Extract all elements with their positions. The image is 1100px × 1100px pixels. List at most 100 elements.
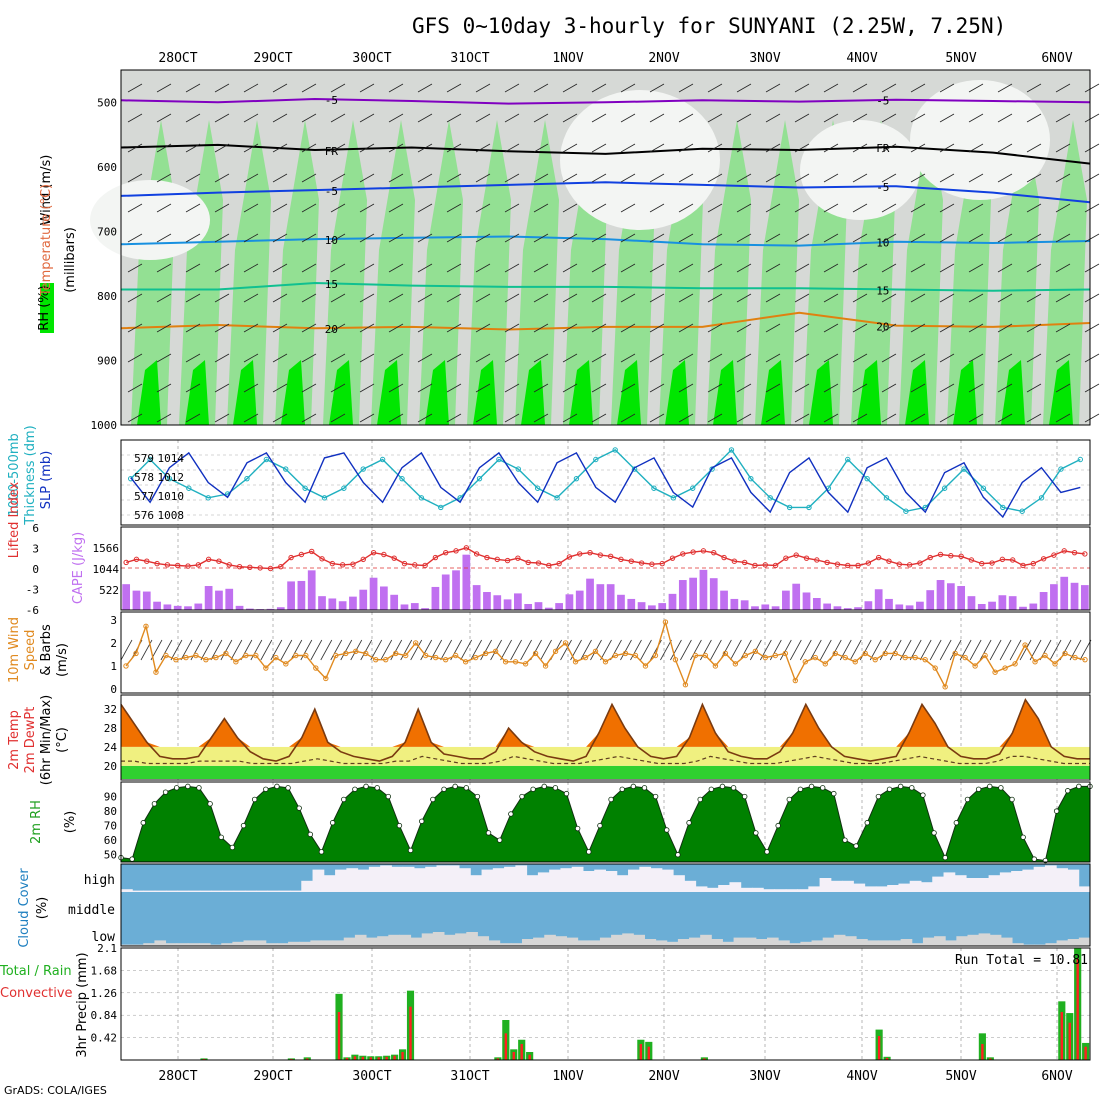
cape-bar [297,580,306,610]
cape-bar [431,586,440,610]
cloud-cover-cell [684,880,697,892]
wind-speed-point [612,652,619,659]
temperature-contour [120,97,1091,105]
lifted-index-point [752,562,758,569]
wind-barb [446,413,462,423]
wind-barb [562,233,578,243]
lifted-index-point [731,558,738,564]
cape-bar [1060,576,1069,610]
cape-bar [441,574,450,610]
wind-barb [794,263,810,273]
wind-speed-point [343,650,349,657]
cloud-cover-cell [199,890,212,892]
wind-barb [320,639,333,661]
cloud-cover-cell [335,869,347,892]
wind-barb [1084,353,1100,363]
cape-bar [338,601,347,610]
lifted-index-point [298,551,305,558]
wind-barb [889,639,902,661]
lifted-index-point [463,545,470,551]
axis-tick-label: 3 [32,543,39,556]
cape-bar [359,589,368,610]
wind-barb [475,293,491,303]
wind-barb [620,293,636,303]
bottom-date-label: 31OCT [450,1069,489,1084]
wind-barb [1026,353,1042,363]
cloud-cover-cell [481,869,494,892]
lifted-index-point [195,562,202,568]
wind-barb [1055,203,1071,213]
cape-bar [823,603,831,610]
wind-speed-point [992,669,998,675]
wind-speed-point [123,663,129,669]
cape-bar [926,590,935,610]
cape-bar [1019,606,1027,610]
wind-speed-point [323,675,329,682]
wind-barb [243,323,259,333]
cloud-cover-cell [1045,943,1058,946]
cloud-cover-cell [844,936,857,946]
wind-barb [280,639,293,661]
rh-point [775,822,781,829]
wind-barb [446,263,462,273]
rh-point [140,820,146,826]
wind-speed-point [982,652,988,659]
wind-barb [540,639,552,661]
lifted-index-point [968,557,975,563]
wind-barb [185,323,201,333]
wind-barb [350,639,363,661]
wind-speed-point [772,652,779,659]
wind-barb [359,83,375,93]
wind-speed-point [283,661,289,667]
cloud-cover-cell [1078,937,1091,946]
cape-bar [864,601,873,610]
wind-barb [388,383,404,393]
temperature-contour [120,143,1091,165]
wind-barb [243,83,259,93]
wind-barb [380,639,393,661]
axis-tick-label: 1.26 [91,987,118,1000]
cloud-cover-cell [399,934,412,946]
cloud-cover-cell [911,943,924,946]
wind-barb [678,173,694,183]
wind-barb [819,639,832,661]
wind-speed-point [922,656,928,663]
wind-barb [243,413,259,423]
cape-bar [514,593,522,610]
cloud-cover-cell [978,933,991,946]
wind-speed-point [792,677,799,684]
wind-barb [1055,353,1071,363]
lifted-index-point [556,560,562,567]
wind-barb [1009,639,1022,661]
rh-point [708,786,715,792]
cloud-cover-cell [232,941,245,946]
wind-speed-point [143,623,149,629]
contour-label: -5 [325,94,338,107]
cape-bar [678,580,687,610]
wind-barb [1055,173,1071,183]
rh-point [452,783,458,790]
wind-barb [678,83,694,93]
wind-barb [359,383,375,393]
rh-line [120,785,1090,862]
wind-barb [869,639,882,661]
precip-convective-bar [877,1036,881,1060]
wind-barb [272,353,288,363]
cloud-cover-cell [425,866,437,892]
credit-label: GrADS: COLA/IGES [4,1084,107,1097]
lifted-index-point [700,548,707,554]
wind-barb [359,413,375,423]
wind-barb [968,383,984,393]
wind-barb [475,233,491,243]
lifted-index-point [1082,551,1088,557]
wind-barb [660,639,672,661]
wind-barb [359,293,375,303]
cape-bar [916,601,924,610]
wind-barb [852,113,868,123]
wind-barb [707,233,723,243]
wind-barb [910,413,926,423]
cloud-cover-cell [444,934,456,946]
temp-line [120,697,1090,762]
thickness-point [573,475,580,482]
wind-barb [707,263,723,273]
